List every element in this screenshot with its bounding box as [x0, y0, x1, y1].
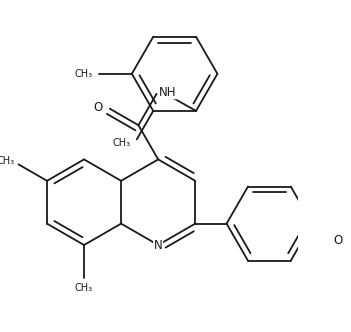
Text: CH₃: CH₃: [74, 69, 92, 79]
Text: NH: NH: [159, 86, 177, 99]
Text: CH₃: CH₃: [0, 156, 14, 166]
Text: N: N: [154, 238, 163, 252]
Text: CH₃: CH₃: [112, 138, 130, 148]
Text: O: O: [94, 101, 103, 114]
Text: O: O: [334, 234, 343, 247]
Text: CH₃: CH₃: [75, 283, 93, 293]
